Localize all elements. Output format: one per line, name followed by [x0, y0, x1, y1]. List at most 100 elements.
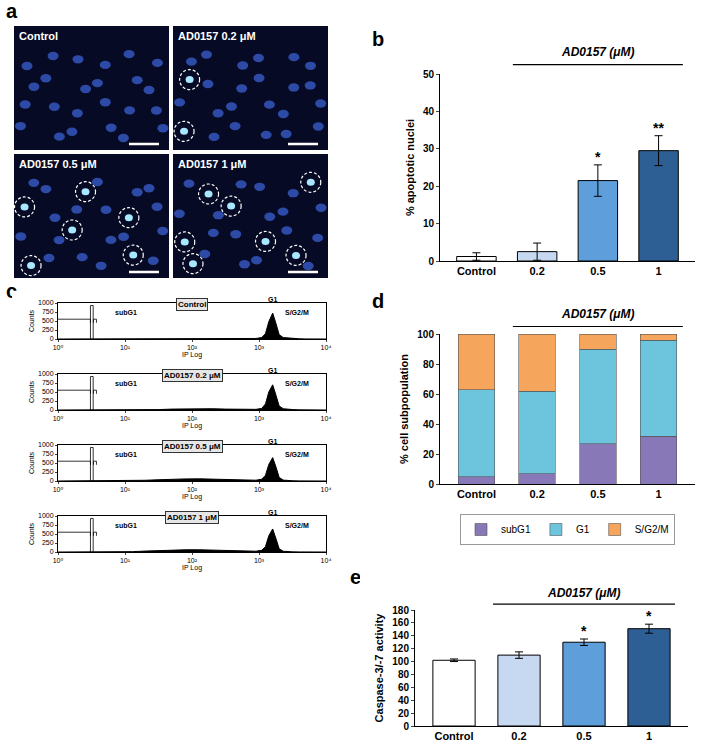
svg-text:60: 60 — [423, 389, 435, 400]
svg-text:S/G2/M: S/G2/M — [285, 380, 309, 387]
svg-text:subG1: subG1 — [115, 309, 137, 316]
svg-text:Counts: Counts — [28, 309, 35, 332]
svg-text:AD0157 0.2 μM: AD0157 0.2 μM — [164, 371, 221, 380]
svg-text:0: 0 — [50, 548, 54, 555]
svg-text:G1: G1 — [576, 524, 590, 535]
svg-text:80: 80 — [423, 359, 435, 370]
svg-text:0: 0 — [50, 406, 54, 413]
svg-text:10⁰: 10⁰ — [53, 486, 64, 493]
svg-text:S/G2/M: S/G2/M — [635, 524, 669, 535]
svg-text:IP Log: IP Log — [182, 422, 202, 430]
svg-text:40: 40 — [398, 695, 410, 706]
svg-text:AD0157 (μM): AD0157 (μM) — [547, 586, 621, 600]
svg-text:Counts: Counts — [28, 380, 35, 403]
svg-text:0: 0 — [428, 479, 434, 490]
svg-text:AD0157 0.5 μM: AD0157 0.5 μM — [19, 158, 97, 170]
svg-text:40: 40 — [423, 419, 435, 430]
svg-text:*: * — [581, 623, 587, 639]
svg-text:AD0157 1 μM: AD0157 1 μM — [167, 513, 217, 522]
svg-text:60: 60 — [398, 682, 410, 693]
svg-text:*: * — [595, 149, 601, 165]
svg-text:160: 160 — [392, 617, 409, 628]
svg-text:S/G2/M: S/G2/M — [285, 451, 309, 458]
svg-text:Control: Control — [457, 488, 496, 500]
svg-text:0.5: 0.5 — [590, 488, 605, 500]
svg-text:10²: 10² — [187, 415, 198, 422]
svg-text:subG1: subG1 — [501, 524, 531, 535]
svg-text:Counts: Counts — [28, 451, 35, 474]
svg-text:G1: G1 — [268, 438, 277, 445]
svg-text:IP Log: IP Log — [182, 493, 202, 501]
svg-text:0.2: 0.2 — [529, 488, 544, 500]
svg-text:10¹: 10¹ — [120, 415, 131, 422]
svg-text:10⁴: 10⁴ — [321, 486, 332, 493]
svg-text:0.5: 0.5 — [576, 730, 591, 742]
svg-text:1000: 1000 — [38, 441, 54, 448]
svg-text:IP Log: IP Log — [182, 351, 202, 359]
svg-text:Caspase-3/-7 activity: Caspase-3/-7 activity — [373, 613, 385, 723]
svg-text:10⁴: 10⁴ — [321, 415, 332, 422]
svg-text:0.2: 0.2 — [511, 730, 526, 742]
svg-text:40: 40 — [423, 106, 435, 117]
svg-text:10³: 10³ — [254, 415, 265, 422]
svg-text:G1: G1 — [268, 296, 277, 303]
svg-text:10⁴: 10⁴ — [321, 557, 332, 564]
svg-text:Control: Control — [457, 265, 496, 277]
svg-text:10²: 10² — [187, 557, 198, 564]
svg-text:*: * — [646, 608, 652, 624]
svg-text:10⁰: 10⁰ — [53, 344, 64, 351]
svg-text:1: 1 — [646, 730, 652, 742]
svg-text:G1: G1 — [268, 367, 277, 374]
svg-text:20: 20 — [398, 708, 410, 719]
svg-text:% cell subpopulation: % cell subpopulation — [398, 354, 410, 464]
svg-text:250: 250 — [42, 468, 54, 475]
svg-text:1: 1 — [656, 265, 662, 277]
svg-text:S/G2/M: S/G2/M — [285, 522, 309, 529]
svg-text:750: 750 — [42, 379, 54, 386]
svg-text:Counts: Counts — [28, 522, 35, 545]
svg-text:10³: 10³ — [254, 344, 265, 351]
svg-text:Control: Control — [434, 730, 473, 742]
svg-text:1000: 1000 — [38, 370, 54, 377]
svg-text:Control: Control — [178, 300, 206, 309]
svg-text:AD0157 1 μM: AD0157 1 μM — [178, 158, 246, 170]
svg-text:0: 0 — [428, 256, 434, 267]
svg-text:S/G2/M: S/G2/M — [285, 309, 309, 316]
svg-text:500: 500 — [42, 530, 54, 537]
svg-text:0: 0 — [403, 721, 409, 732]
svg-text:AD0157 (μM): AD0157 (μM) — [561, 45, 635, 59]
svg-text:250: 250 — [42, 397, 54, 404]
svg-text:% apoptotic nuclei: % apoptotic nuclei — [404, 119, 416, 216]
svg-text:250: 250 — [42, 326, 54, 333]
svg-text:subG1: subG1 — [115, 380, 137, 387]
svg-text:10³: 10³ — [254, 486, 265, 493]
svg-text:100: 100 — [417, 329, 434, 340]
svg-text:1000: 1000 — [38, 512, 54, 519]
svg-text:500: 500 — [42, 317, 54, 324]
svg-text:500: 500 — [42, 459, 54, 466]
svg-text:80: 80 — [398, 669, 410, 680]
svg-text:10¹: 10¹ — [120, 557, 131, 564]
svg-text:subG1: subG1 — [115, 451, 137, 458]
svg-text:0: 0 — [50, 335, 54, 342]
svg-text:10⁰: 10⁰ — [53, 557, 64, 564]
svg-text:500: 500 — [42, 388, 54, 395]
svg-text:10: 10 — [423, 218, 435, 229]
svg-text:750: 750 — [42, 308, 54, 315]
svg-text:250: 250 — [42, 539, 54, 546]
svg-text:10²: 10² — [187, 344, 198, 351]
svg-text:30: 30 — [423, 143, 435, 154]
svg-text:50: 50 — [423, 69, 435, 80]
svg-text:0.2: 0.2 — [529, 265, 544, 277]
svg-text:10¹: 10¹ — [120, 344, 131, 351]
svg-text:Control: Control — [19, 30, 58, 42]
svg-text:AD0157 (μM): AD0157 (μM) — [561, 307, 635, 321]
svg-text:IP Log: IP Log — [182, 564, 202, 572]
svg-text:0: 0 — [50, 477, 54, 484]
svg-text:G1: G1 — [268, 509, 277, 516]
svg-text:10³: 10³ — [254, 557, 265, 564]
svg-text:180: 180 — [392, 605, 409, 616]
svg-text:1: 1 — [656, 488, 662, 500]
svg-text:20: 20 — [423, 449, 435, 460]
svg-text:AD0157 0.5 μM: AD0157 0.5 μM — [164, 442, 221, 451]
